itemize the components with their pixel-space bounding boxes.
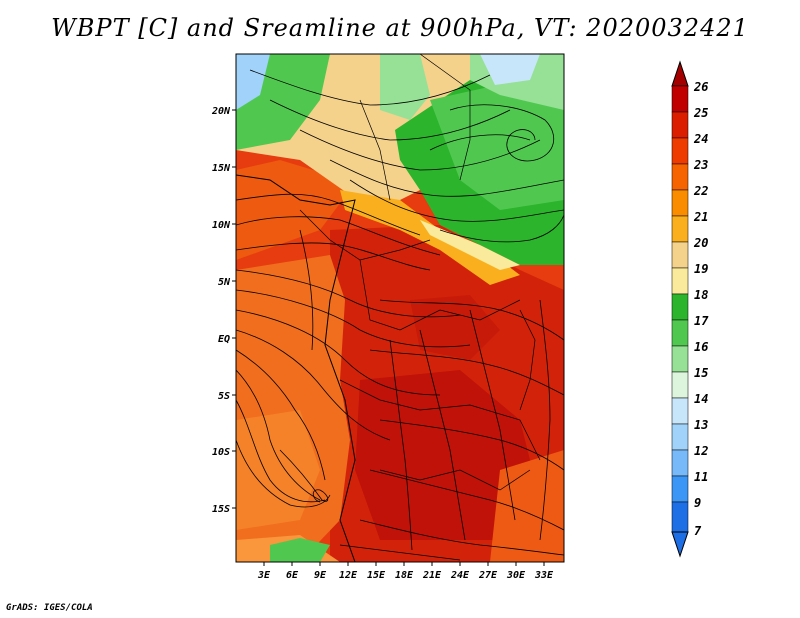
lon-label-27e: 27E bbox=[478, 570, 498, 581]
colorbar-swatch-17 bbox=[671, 293, 689, 321]
colorbar-label-24: 24 bbox=[693, 132, 708, 146]
lat-label-5n: 5N bbox=[218, 277, 231, 288]
lon-label-18e: 18E bbox=[395, 570, 414, 581]
colorbar-bottom-arrow bbox=[671, 531, 689, 558]
lon-label-24e: 24E bbox=[450, 570, 470, 581]
colorbar-label-21: 21 bbox=[693, 210, 708, 224]
colorbar-swatch-15 bbox=[671, 345, 689, 373]
lat-label-10s: 10S bbox=[212, 447, 230, 458]
colorbar-label-18: 18 bbox=[694, 288, 708, 302]
colorbar-swatch-13 bbox=[671, 397, 689, 425]
map-title: WBPT [C] and Sreamline at 900hPa, VT: 20… bbox=[51, 14, 749, 42]
colorbar: 26 25 24 23 22 21 20 19 18 17 16 15 14 1… bbox=[671, 60, 709, 558]
colorbar-label-17: 17 bbox=[694, 314, 709, 328]
lon-label-30e: 30E bbox=[506, 570, 526, 581]
colorbar-label-26: 26 bbox=[693, 80, 708, 94]
colorbar-swatch-24 bbox=[671, 111, 689, 139]
colorbar-top-arrow bbox=[671, 60, 689, 87]
lat-label-15s: 15S bbox=[212, 504, 230, 515]
colorbar-label-15: 15 bbox=[694, 366, 708, 380]
colorbar-swatch-21 bbox=[671, 189, 689, 217]
colorbar-swatch-12 bbox=[671, 423, 689, 451]
colorbar-swatch-22 bbox=[671, 163, 689, 191]
lon-label-12e: 12E bbox=[339, 570, 358, 581]
colorbar-label-22: 22 bbox=[693, 184, 708, 198]
colorbar-swatch-14 bbox=[671, 371, 689, 399]
colorbar-label-7: 7 bbox=[694, 524, 702, 538]
colorbar-label-12: 12 bbox=[694, 444, 708, 458]
colorbar-label-20: 20 bbox=[693, 236, 708, 250]
colorbar-label-25: 25 bbox=[693, 106, 708, 120]
lat-label-5s: 5S bbox=[218, 391, 230, 402]
colorbar-swatch-16 bbox=[671, 319, 689, 347]
colorbar-label-16: 16 bbox=[694, 340, 708, 354]
lon-label-15e: 15E bbox=[367, 570, 386, 581]
lat-label-15n: 15N bbox=[212, 163, 231, 174]
lat-label-eq: EQ bbox=[218, 334, 230, 345]
colorbar-label-14: 14 bbox=[694, 392, 708, 406]
colorbar-swatch-11 bbox=[671, 449, 689, 477]
grads-credit: GrADS: IGES/COLA bbox=[6, 603, 93, 613]
lon-label-6e: 6E bbox=[286, 570, 299, 581]
lat-label-20n: 20N bbox=[211, 106, 231, 117]
colorbar-swatch-25 bbox=[671, 85, 689, 113]
colorbar-swatch-20 bbox=[671, 215, 689, 243]
colorbar-label-11: 11 bbox=[694, 470, 708, 484]
lat-label-10n: 10N bbox=[212, 220, 231, 231]
colorbar-label-19: 19 bbox=[694, 262, 708, 276]
colorbar-swatch-9 bbox=[671, 475, 689, 503]
colorbar-swatch-7 bbox=[671, 501, 689, 533]
colorbar-label-9: 9 bbox=[694, 496, 701, 510]
lon-label-9e: 9E bbox=[314, 570, 327, 581]
colorbar-swatch-23 bbox=[671, 137, 689, 165]
lon-label-3e: 3E bbox=[257, 570, 271, 581]
colorbar-label-23: 23 bbox=[693, 158, 708, 172]
wbpt-field bbox=[236, 54, 564, 562]
lon-label-33e: 33E bbox=[534, 570, 554, 581]
colorbar-label-13: 13 bbox=[694, 418, 708, 432]
colorbar-swatch-19 bbox=[671, 241, 689, 269]
colorbar-swatch-18 bbox=[671, 267, 689, 295]
lon-label-21e: 21E bbox=[422, 570, 442, 581]
